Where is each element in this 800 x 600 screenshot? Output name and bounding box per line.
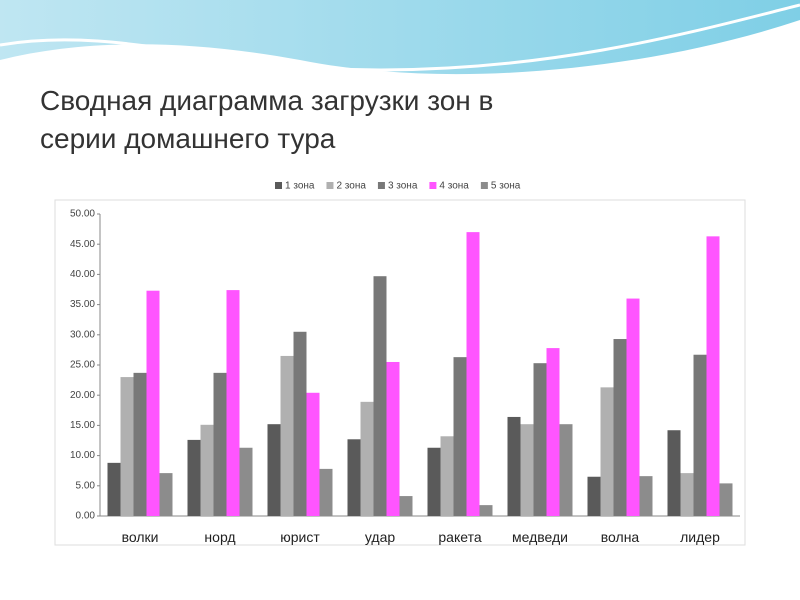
bar [440, 436, 454, 516]
y-tick-label: 35.00 [70, 299, 95, 310]
x-tick-label: норд [204, 529, 235, 545]
legend-swatch [275, 182, 282, 189]
bar [373, 276, 387, 516]
bar [559, 424, 573, 516]
legend-label: 4 зона [439, 181, 469, 192]
y-tick-label: 25.00 [70, 360, 95, 371]
legend-label: 1 зона [285, 181, 315, 192]
bar [293, 331, 307, 516]
bar [626, 298, 640, 516]
bar [427, 447, 441, 516]
bar [386, 361, 400, 516]
legend-label: 5 зона [491, 181, 521, 192]
bar [399, 496, 413, 516]
bar [520, 424, 534, 516]
bar [213, 372, 227, 516]
wave-line [0, 3, 800, 72]
bar [146, 290, 160, 516]
bar [200, 424, 214, 516]
bar [107, 462, 121, 516]
bar [187, 439, 201, 516]
bar [587, 476, 601, 516]
x-tick-label: медведи [512, 529, 568, 545]
bar [159, 473, 173, 516]
y-tick-label: 20.00 [70, 390, 95, 401]
bar [639, 476, 653, 516]
bar [667, 430, 681, 516]
bar [239, 447, 253, 516]
bar [533, 363, 547, 516]
bar [546, 348, 560, 516]
legend-swatch [377, 182, 385, 189]
x-tick-label: волна [601, 529, 640, 545]
x-tick-label: волки [122, 529, 159, 545]
x-tick-label: ракета [438, 529, 481, 545]
bar [680, 473, 694, 516]
legend-swatch [429, 182, 437, 189]
bar [360, 401, 374, 516]
y-tick-label: 45.00 [70, 239, 95, 250]
legend-swatch [326, 182, 334, 189]
bar [600, 387, 614, 516]
bar [306, 392, 320, 516]
legend-swatch [480, 182, 488, 189]
bar [613, 339, 627, 516]
bar [347, 439, 361, 516]
bar [267, 424, 281, 516]
y-tick-label: 50.00 [70, 209, 95, 220]
bar [226, 290, 240, 516]
bar [133, 372, 147, 516]
bar [693, 354, 707, 516]
y-tick-label: 10.00 [70, 450, 95, 461]
chart: 0.00 5.00 10.00 15.00 20.00 25.00 30.00 35.00 40… [70, 181, 740, 545]
title: Сводная диаграмма загрузки зон в серии до… [40, 85, 493, 154]
bar [466, 232, 480, 516]
bar [280, 355, 294, 516]
bar [479, 505, 493, 516]
bar [453, 357, 467, 516]
x-tick-label: удар [365, 529, 395, 545]
bar [120, 377, 134, 516]
wave [0, 0, 800, 75]
y-tick-label: 0.00 [76, 511, 96, 522]
bar [319, 468, 333, 516]
y-tick-label: 5.00 [76, 480, 96, 491]
legend-label: 3 зона [388, 181, 418, 192]
y-tick-label: 40.00 [70, 269, 95, 280]
legend-label: 2 зона [336, 181, 366, 192]
x-tick-label: юрист [280, 529, 320, 545]
bar [706, 236, 720, 516]
y-tick-label: 30.00 [70, 329, 95, 340]
y-tick-label: 15.00 [70, 420, 95, 431]
x-tick-label: лидер [680, 529, 720, 545]
bar [719, 483, 733, 516]
bar [507, 416, 521, 516]
